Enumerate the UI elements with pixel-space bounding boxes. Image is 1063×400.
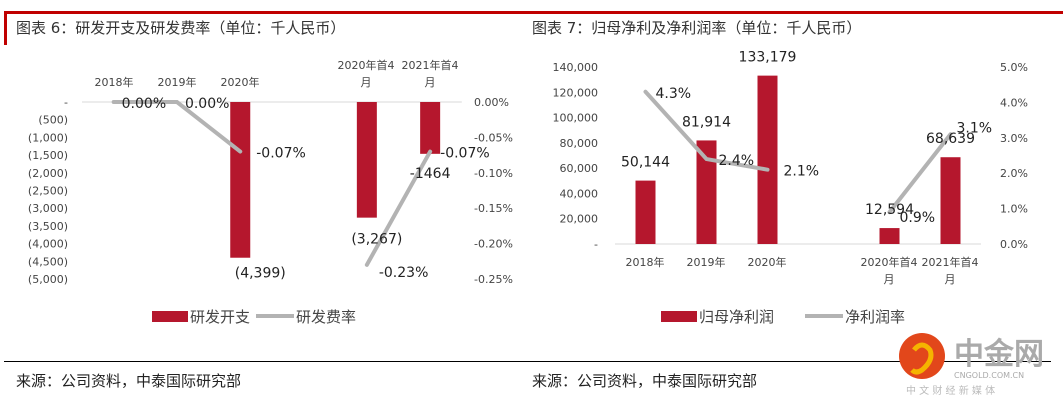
footer-rule	[4, 361, 1051, 362]
line-series-segment	[364, 149, 433, 267]
left-axis-tick-label: -	[64, 96, 68, 109]
right-axis-tick-label: 0.0%	[1000, 238, 1028, 251]
left-axis-tick-label: 80,000	[560, 137, 599, 150]
bar	[879, 228, 900, 244]
category-label: 2020年首4月	[860, 256, 918, 286]
bar	[757, 75, 778, 245]
bar-data-label: (4,399)	[235, 266, 286, 282]
category-label: 2020年首4月	[337, 59, 395, 89]
line-data-label: 2.4%	[719, 153, 755, 169]
left-axis-tick-label: (500)	[38, 114, 68, 127]
logo-circle-icon	[899, 333, 945, 379]
bar-data-label: (3,267)	[351, 232, 402, 248]
right-axis-tick-label: -0.25%	[474, 273, 513, 286]
bar	[230, 102, 251, 258]
category-label: 2019年	[157, 76, 197, 89]
svg-text:中 文 财 经 新 媒 体: 中 文 财 经 新 媒 体	[906, 384, 995, 397]
right-axis-tick-label: 5.0%	[1000, 61, 1028, 74]
line-series-segment	[887, 132, 953, 215]
legend-bar-label: 研发开支	[190, 308, 250, 326]
legend-bar-swatch	[661, 311, 697, 322]
line-series-segment	[643, 89, 770, 172]
bar-data-label: 12,594	[865, 202, 914, 218]
legend-bar-swatch	[152, 311, 188, 322]
left-axis-tick-label: (1,000)	[28, 131, 68, 144]
cngold-watermark-logo: 中金网 CNGOLD.COM.CN 中 文 财 经 新 媒 体	[899, 333, 1044, 397]
right-axis-tick-label: -0.15%	[474, 202, 513, 215]
right-axis-tick-label: 3.0%	[1000, 132, 1028, 145]
category-label: 2019年	[686, 256, 726, 269]
left-axis-tick-label: 100,000	[553, 112, 599, 125]
bar-data-label: 50,144	[621, 155, 670, 171]
chart-7-source: 来源：公司资料，中泰国际研究部	[532, 372, 758, 390]
right-axis-tick-label: -0.10%	[474, 167, 513, 180]
line-data-label: 0.9%	[900, 210, 936, 226]
category-label: 2021年首4月	[921, 256, 979, 286]
line-data-label: -0.07%	[440, 146, 490, 162]
line-data-label: 3.1%	[957, 120, 993, 136]
bar-data-label: 133,179	[739, 50, 797, 66]
left-axis-tick-label: (3,500)	[28, 220, 68, 233]
legend-line-label: 研发费率	[296, 308, 356, 326]
svg-text:CNGOLD.COM.CN: CNGOLD.COM.CN	[954, 371, 1024, 380]
left-axis-tick-label: 60,000	[560, 162, 599, 175]
bar-data-label: 81,914	[682, 114, 731, 130]
category-label: 2018年	[94, 76, 134, 89]
chart-7-net-profit: - 20,000 40,000 60,000 80,000 100,000 120,000 1…	[553, 50, 1028, 326]
bar-data-label: -1464	[410, 166, 451, 182]
bar	[420, 102, 441, 154]
chart-6-rd-expense: - (500) (1,000) (1,500) (2,000) (2,500) (3,000…	[28, 96, 513, 326]
category-label: 2018年	[625, 256, 665, 269]
category-label: 2020年	[747, 256, 787, 269]
left-axis-tick-label: (5,000)	[28, 273, 68, 286]
right-axis-tick-label: -0.20%	[474, 238, 513, 251]
bar	[356, 102, 377, 218]
left-axis-tick-label: (3,000)	[28, 202, 68, 215]
chart-6-source: 来源：公司资料，中泰国际研究部	[16, 372, 242, 390]
right-axis-tick-label: 1.0%	[1000, 203, 1028, 216]
bar-data-label: 68,639	[926, 131, 975, 147]
line-data-label: -0.23%	[379, 265, 429, 281]
left-axis-tick-label: (1,500)	[28, 149, 68, 162]
right-axis-tick-label: -0.05%	[474, 131, 513, 144]
line-series-segment	[111, 100, 243, 154]
line-data-label: 4.3%	[656, 86, 692, 102]
chart-6-title: 图表 6：研发开支及研发费率（单位：千人民币）	[16, 19, 346, 37]
category-label: 2020年	[220, 76, 260, 89]
left-axis-tick-label: 120,000	[553, 86, 599, 99]
right-axis-tick-label: 0.00%	[474, 96, 509, 109]
legend-bar-label: 归母净利润	[699, 308, 774, 326]
line-data-label: 0.00%	[185, 96, 229, 112]
line-data-label: 2.1%	[784, 164, 820, 180]
left-axis-tick-label: (2,500)	[28, 185, 68, 198]
left-axis-tick-label: -	[594, 238, 598, 251]
left-axis-tick-label: 140,000	[553, 61, 599, 74]
svg-text:中金网: 中金网	[954, 337, 1044, 372]
right-axis-tick-label: 4.0%	[1000, 96, 1028, 109]
bar	[940, 157, 961, 244]
right-axis-tick-label: 2.0%	[1000, 167, 1028, 180]
line-data-label: -0.07%	[256, 146, 306, 162]
left-axis-tick-label: (4,000)	[28, 238, 68, 251]
left-axis-tick-label: (4,500)	[28, 255, 68, 268]
left-axis-tick-label: (2,000)	[28, 167, 68, 180]
line-data-label: 0.00%	[122, 96, 166, 112]
header-accent	[4, 11, 7, 45]
chart-7-title: 图表 7：归母净利及净利润率（单位：千人民币）	[532, 19, 862, 37]
legend-line-label: 净利润率	[845, 308, 905, 326]
bar	[696, 140, 717, 244]
bar	[635, 180, 656, 244]
left-axis-tick-label: 20,000	[560, 213, 599, 226]
header-rule	[4, 11, 1063, 14]
category-label: 2021年首4月	[401, 59, 459, 89]
left-axis-tick-label: 40,000	[560, 187, 599, 200]
